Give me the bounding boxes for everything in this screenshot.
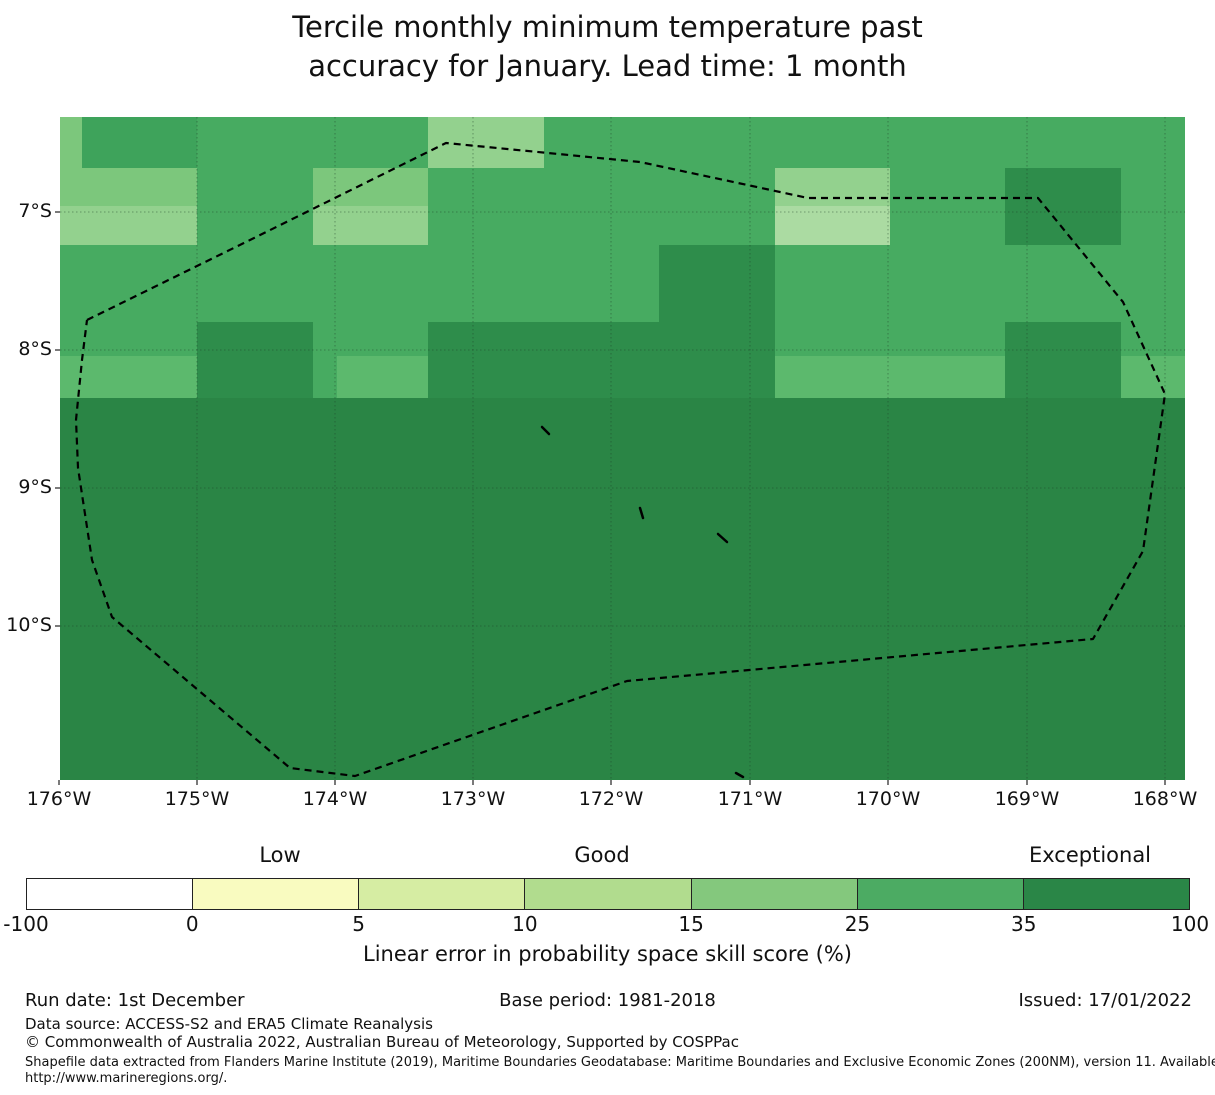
colorbar-tick-label: 100 <box>1170 912 1210 936</box>
map-cell <box>1121 168 1185 206</box>
map-cell <box>544 117 1185 168</box>
map-cell <box>775 245 1185 322</box>
map-cell <box>197 206 313 245</box>
map-cell <box>1121 206 1185 245</box>
map-cell <box>775 206 890 245</box>
colorbar-segment <box>193 879 360 909</box>
map-cell <box>775 356 1005 398</box>
y-tick-label: 9°S <box>18 476 52 498</box>
map-cell <box>313 206 428 245</box>
map-cell <box>775 168 890 206</box>
map-cell <box>890 206 1005 245</box>
run-date: Run date: 1st December <box>25 990 245 1011</box>
colorbar-segment <box>1023 879 1189 909</box>
y-tick-label: 10°S <box>6 614 52 636</box>
colorbar-segment <box>525 879 692 909</box>
y-tick-label: 7°S <box>18 200 52 222</box>
map-cell <box>313 168 428 206</box>
map-cell <box>1005 206 1121 245</box>
colorbar-title: Linear error in probability space skill … <box>363 942 852 966</box>
x-tick-label: 168°W <box>1132 788 1198 810</box>
page-title: Tercile monthly minimum temperature past… <box>0 8 1215 86</box>
island-mark <box>638 506 645 520</box>
x-tick-label: 176°W <box>26 788 92 810</box>
map-cell <box>60 206 197 245</box>
island-mark <box>716 532 729 544</box>
map-cell <box>428 168 775 206</box>
colorbar-quality-label: Good <box>574 843 630 867</box>
island-mark <box>734 771 745 779</box>
eez-boundary <box>74 141 1167 778</box>
x-tick-label: 175°W <box>164 788 230 810</box>
map-cell <box>197 356 313 398</box>
colorbar-tick-label: 5 <box>352 912 365 936</box>
x-tick-label: 172°W <box>578 788 644 810</box>
colorbar-quality-label: Exceptional <box>1028 843 1152 867</box>
map-cell <box>1005 168 1121 206</box>
data-source: Data source: ACCESS-S2 and ERA5 Climate … <box>25 1015 433 1033</box>
map-cell <box>1005 356 1121 398</box>
island-mark <box>540 425 551 436</box>
map-cell <box>60 117 82 168</box>
map-cell <box>197 117 428 168</box>
map-cell <box>60 168 197 206</box>
x-tick-label: 169°W <box>994 788 1060 810</box>
colorbar-tick-label: 25 <box>844 912 871 936</box>
map-cell <box>82 117 197 168</box>
copyright: © Commonwealth of Australia 2022, Austra… <box>25 1033 739 1051</box>
map-cell <box>337 356 428 398</box>
map-cell <box>60 245 659 322</box>
map-cell <box>60 356 197 398</box>
x-tick-label: 173°W <box>440 788 506 810</box>
map-cell <box>60 398 1185 780</box>
map-cell <box>428 356 775 398</box>
map-cell <box>197 168 313 206</box>
shapefile-note-line-2: http://www.marineregions.org/. <box>25 1071 228 1086</box>
title-line-1: Tercile monthly minimum temperature past <box>292 10 923 44</box>
base-period: Base period: 1981-2018 <box>499 990 716 1011</box>
map-cell <box>428 206 775 245</box>
title-line-2: accuracy for January. Lead time: 1 month <box>308 49 907 83</box>
colorbar-tick-label: 10 <box>512 912 538 936</box>
map-cell <box>659 245 775 322</box>
map-cell <box>1121 322 1185 356</box>
map-cell <box>1121 356 1185 398</box>
x-tick-label: 174°W <box>302 788 368 810</box>
colorbar-tick-label: 0 <box>185 912 199 936</box>
colorbar-segment <box>27 879 194 909</box>
colorbar-segment <box>857 879 1024 909</box>
map-cell <box>890 168 1005 206</box>
colorbar-segment <box>359 879 526 909</box>
x-tick-label: 171°W <box>717 788 783 810</box>
map-cell <box>428 322 775 356</box>
colorbar-quality-label: Low <box>259 843 301 867</box>
map-cell <box>775 322 1005 356</box>
colorbar-tick-label: 15 <box>678 912 704 936</box>
y-tick-label: 8°S <box>18 338 52 360</box>
map-cell <box>1005 322 1121 356</box>
map-cell <box>313 356 337 398</box>
map-cell <box>313 322 428 356</box>
colorbar-segment <box>691 879 858 909</box>
colorbar-tick-label: -100 <box>3 912 49 936</box>
shapefile-note-line-1: Shapefile data extracted from Flanders M… <box>25 1055 1215 1070</box>
colorbar <box>26 878 1190 910</box>
map-cell <box>60 322 197 356</box>
x-tick-label: 170°W <box>855 788 921 810</box>
colorbar-tick-label: 35 <box>1010 912 1037 936</box>
issued-date: Issued: 17/01/2022 <box>1018 990 1192 1011</box>
map-cell <box>197 322 313 356</box>
